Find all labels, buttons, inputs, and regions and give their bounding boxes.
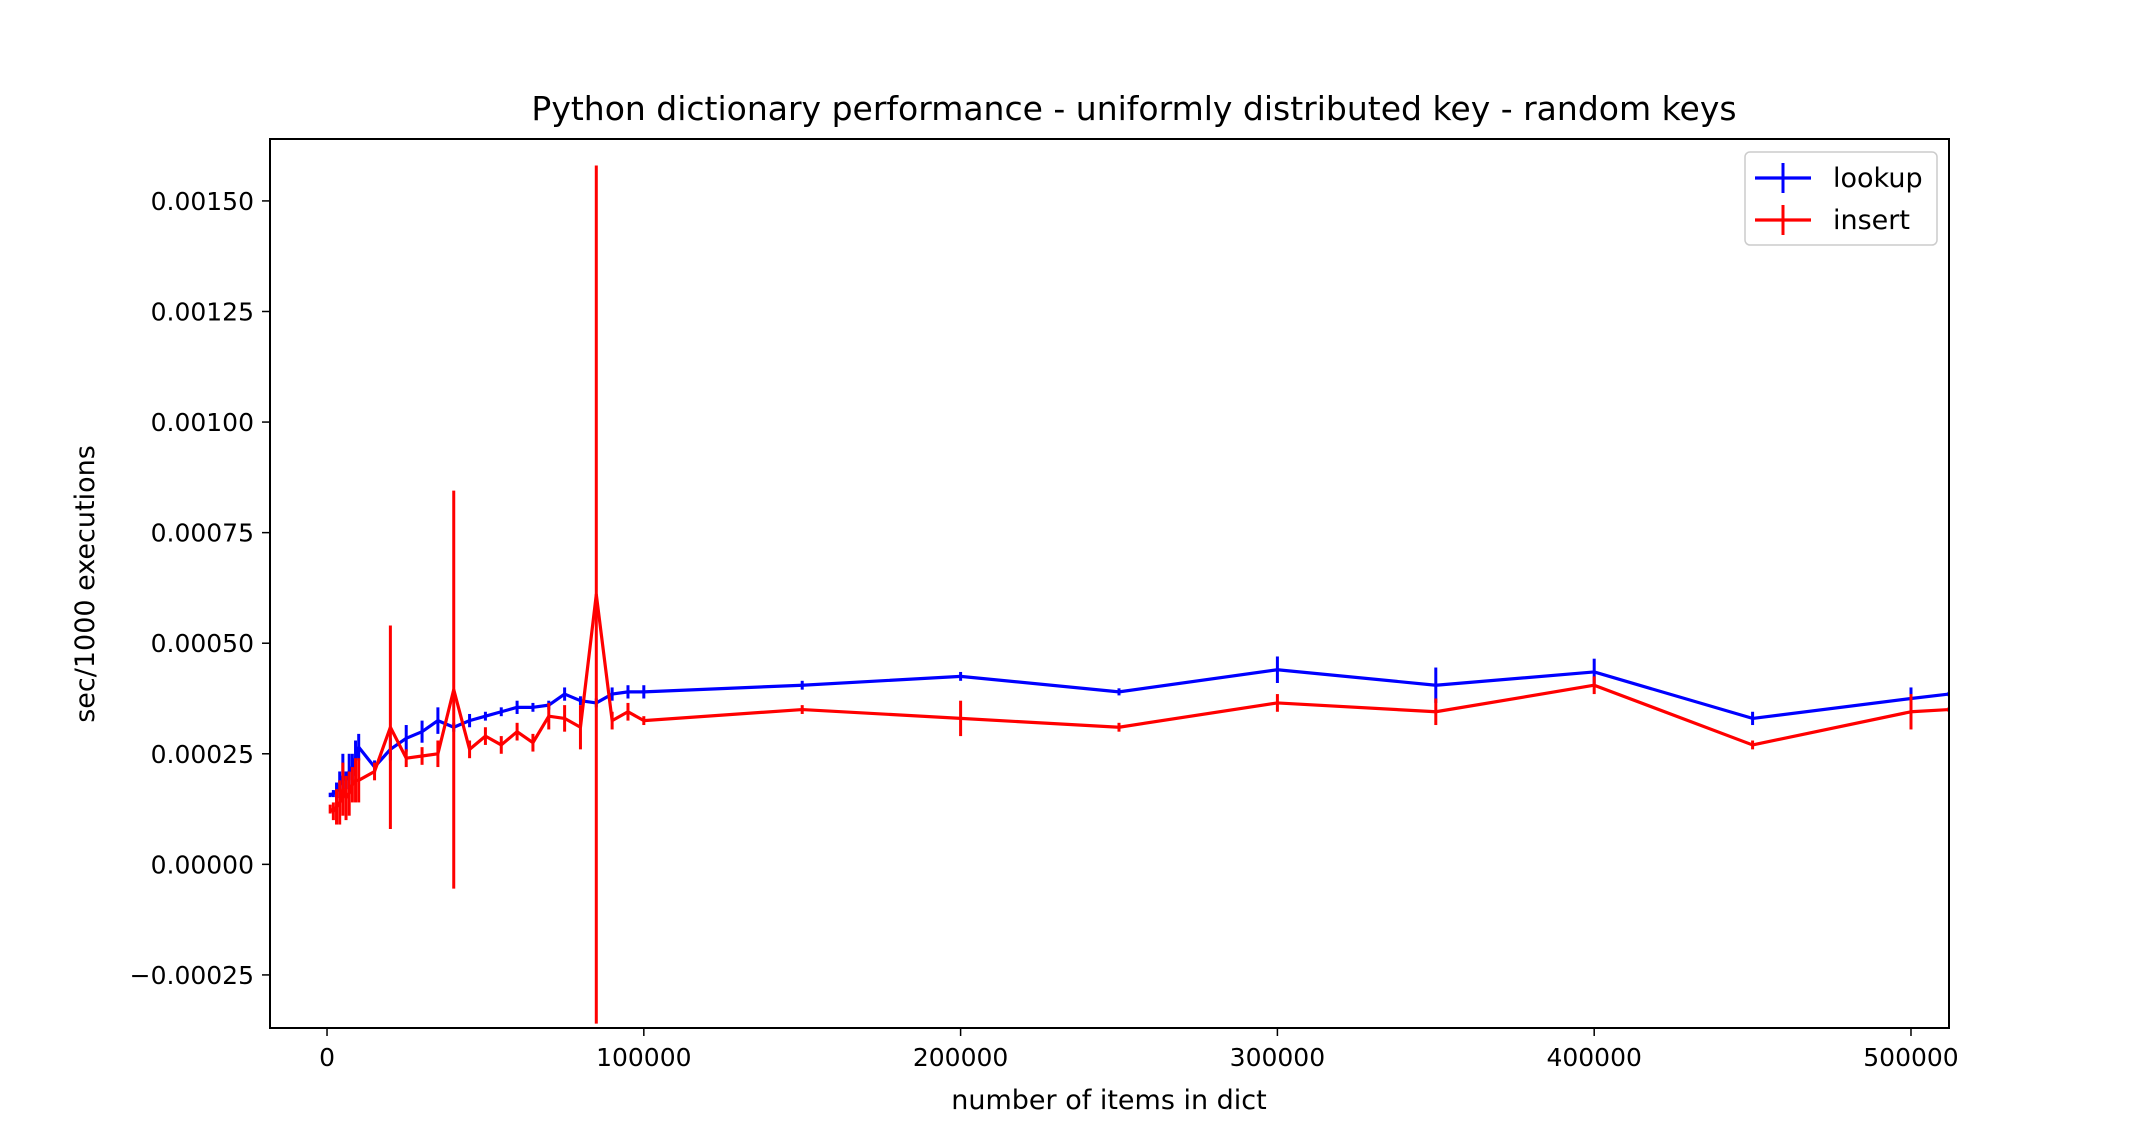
y-tick-label: 0.00075 xyxy=(151,519,254,548)
x-tick-label: 100000 xyxy=(596,1043,691,1072)
series-line-lookup xyxy=(329,668,1949,797)
x-tick-label: 200000 xyxy=(913,1043,1008,1072)
plot-content xyxy=(328,165,1949,1024)
y-tick-label: 0.00025 xyxy=(151,740,254,769)
legend-label: insert xyxy=(1833,205,1910,236)
y-tick-label: 0.00100 xyxy=(151,408,254,437)
x-tick-label: 400000 xyxy=(1546,1043,1641,1072)
x-axis-label: number of items in dict xyxy=(951,1085,1266,1116)
y-tick-label: 0.00125 xyxy=(151,297,254,326)
series-insert xyxy=(328,165,1949,1024)
y-tick-label: −0.00025 xyxy=(130,961,254,990)
x-axis: 0 100000 200000 300000 400000 500000 xyxy=(319,1028,1959,1072)
plot-frame xyxy=(269,138,1950,1029)
series-line-insert xyxy=(329,592,1949,813)
y-axis: −0.00025 0.00000 0.00025 0.00050 0.00075 0.00… xyxy=(130,187,270,990)
y-axis-label: sec/1000 executions xyxy=(70,445,101,723)
legend-box xyxy=(1744,151,1938,246)
chart-title: Python dictionary performance - uniforml… xyxy=(531,89,1736,128)
legend-item-lookup: lookup xyxy=(1755,163,1923,194)
y-tick-label: 0.00150 xyxy=(151,187,254,216)
x-tick-label: 500000 xyxy=(1863,1043,1958,1072)
y-tick-label: 0.00000 xyxy=(151,850,254,879)
legend-label: lookup xyxy=(1833,163,1923,194)
legend: lookup insert xyxy=(1744,151,1938,246)
legend-item-insert: insert xyxy=(1755,205,1910,236)
x-tick-label: 0 xyxy=(319,1043,335,1072)
y-tick-label: 0.00050 xyxy=(151,629,254,658)
x-tick-label: 300000 xyxy=(1230,1043,1325,1072)
